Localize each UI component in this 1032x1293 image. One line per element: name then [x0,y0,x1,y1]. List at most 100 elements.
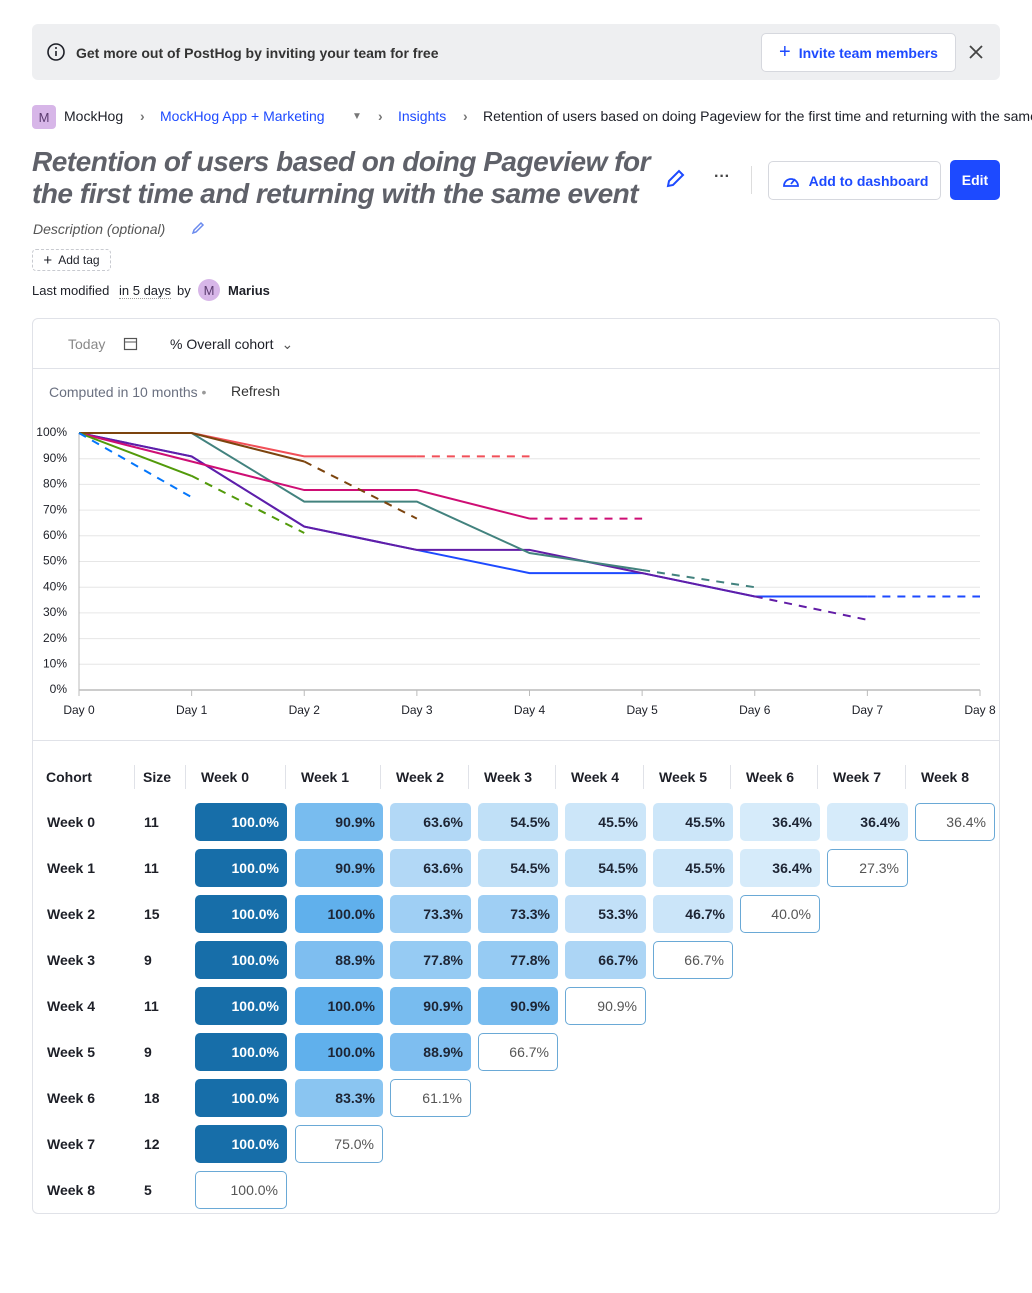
retention-cell: 61.1% [390,1079,471,1117]
series-line-projected [303,460,418,520]
date-filter[interactable]: Today [68,336,106,352]
divider [33,740,999,741]
cohort-size: 9 [144,952,152,968]
retention-cell: 77.8% [478,941,558,979]
x-tick-label: Day 1 [176,703,208,717]
series-line-projected [191,475,305,534]
description[interactable]: Description (optional) [33,221,166,237]
series-line [78,432,868,598]
retention-cell: 54.5% [565,849,646,887]
info-icon [47,43,65,61]
cohort-label: Week 3 [47,952,95,968]
cohort-label: Week 5 [47,1044,95,1060]
x-tick-label: Day 8 [964,703,996,717]
invite-label: Invite team members [798,44,938,61]
dropdown-caret: ▼ [352,111,362,122]
cohort-label: Week 1 [47,860,95,876]
column-header: Week 3 [484,769,532,785]
column-divider [555,765,556,789]
retention-cell: 63.6% [390,849,471,887]
edit-title-icon[interactable] [664,168,686,190]
series-line [79,432,305,463]
computed-status: Computed in 10 months • [49,384,207,400]
cohort-size: 9 [144,1044,152,1060]
retention-cell: 100.0% [195,803,287,841]
breadcrumb-separator: › [378,108,383,124]
retention-cell: 73.3% [478,895,558,933]
retention-cell: 100.0% [295,1033,383,1071]
retention-cell: 90.9% [565,987,646,1025]
chart: 0% 10% 20% 30% 40% 50% 60% 70% 80% 90% 100% Day 0 Da… [0,400,996,717]
column-header: Week 4 [571,769,619,785]
column-divider [380,765,381,789]
insight-card [32,318,1000,1214]
retention-cell: 45.5% [565,803,646,841]
add-to-dashboard-label: Add to dashboard [808,172,929,189]
retention-cell: 100.0% [195,1079,287,1117]
cohort-size: 11 [144,998,159,1014]
breadcrumb[interactable]: MockHog [64,108,124,124]
y-tick-label: 10% [43,656,67,670]
column-header: Week 6 [746,769,794,785]
y-tick-label: 40% [43,579,67,593]
close-icon[interactable] [968,44,984,60]
series-line [78,432,192,477]
cohort-size: 11 [144,860,159,876]
user-name: Marius [228,283,270,298]
retention-cell: 83.3% [295,1079,383,1117]
last-modified-time: in 5 days [119,283,172,299]
x-tick-label: Day 3 [401,703,433,717]
gauge-icon [782,177,799,187]
retention-cell: 88.9% [295,941,383,979]
retention-cell: 75.0% [295,1125,383,1163]
column-divider [285,765,286,789]
cohort-label: Week 4 [47,998,95,1014]
cohort-label: Week 6 [47,1090,95,1106]
retention-cell: 46.7% [653,895,733,933]
mode-filter[interactable]: % Overall cohort ⌄ [170,336,294,352]
column-divider [643,765,644,789]
refresh-button[interactable]: Refresh [231,383,281,399]
series-line-projected [641,568,755,589]
column-header: Week 5 [659,769,707,785]
retention-cell: 63.6% [390,803,471,841]
y-tick-label: 70% [43,502,67,516]
y-tick-label: 80% [43,477,67,491]
more-button[interactable]: ··· [714,168,730,185]
mode-label: % Overall cohort [170,336,274,352]
column-header: Week 0 [201,769,249,785]
breadcrumb: Retention of users based on doing Pagevi… [483,108,1032,124]
retention-cell: 40.0% [740,895,820,933]
edit-description-icon[interactable] [190,220,206,236]
column-divider [185,765,186,789]
retention-cell: 100.0% [195,895,287,933]
edit-button[interactable]: Edit [950,160,1000,200]
add-tag-label: Add tag [58,253,100,267]
column-header: Week 1 [301,769,349,785]
retention-cell: 90.9% [295,803,383,841]
cohort-label: Week 7 [47,1136,95,1152]
series-line [78,432,755,598]
cohort-size: 12 [144,1136,160,1152]
retention-cell: 90.9% [295,849,383,887]
calendar-icon[interactable] [123,336,138,351]
retention-cell: 66.7% [653,941,733,979]
column-header: Week 8 [921,769,969,785]
add-to-dashboard-button[interactable]: Add to dashboard [768,161,941,200]
invite-button[interactable]: + Invite team members [761,33,956,72]
breadcrumb-separator: › [463,108,468,124]
retention-cell: 100.0% [195,849,287,887]
cohort-size: 11 [144,814,159,830]
breadcrumb[interactable]: MockHog App + Marketing [160,108,325,124]
retention-cell: 54.5% [478,803,558,841]
last-modified-prefix: Last modified [32,283,110,298]
retention-cell: 36.4% [827,803,908,841]
cohort-size: 18 [144,1090,160,1106]
breadcrumb[interactable]: Insights [398,108,447,124]
retention-cell: 45.5% [653,803,733,841]
series-line-projected [78,432,193,499]
add-tag-button[interactable]: + Add tag [32,249,111,271]
y-tick-label: 50% [43,554,67,568]
x-tick-label: Day 7 [852,703,884,717]
